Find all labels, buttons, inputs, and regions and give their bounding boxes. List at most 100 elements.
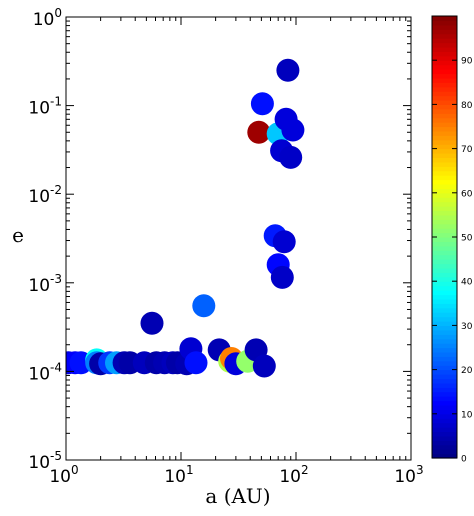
y-tick-label: 10-1 — [28, 95, 62, 119]
colorbar-segment — [432, 73, 457, 79]
colorbar-segment — [432, 334, 457, 340]
colorbar-segment — [432, 369, 457, 375]
colorbar-segment — [432, 409, 457, 415]
colorbar-segment — [432, 449, 457, 455]
colorbar-segment — [432, 210, 457, 216]
colorbar-segment — [432, 374, 457, 380]
colorbar-segment — [432, 113, 457, 119]
colorbar-segment — [432, 95, 457, 101]
colorbar-segment — [432, 267, 457, 273]
colorbar-segment — [432, 435, 457, 441]
colorbar-segment — [432, 197, 457, 203]
data-point — [252, 354, 276, 378]
colorbar-segment — [432, 20, 457, 26]
colorbar-segment — [432, 117, 457, 123]
colorbar-segment — [432, 290, 457, 296]
colorbar-segment — [432, 64, 457, 70]
colorbar-segment — [432, 42, 457, 48]
data-point — [270, 265, 294, 289]
colorbar-segment — [432, 356, 457, 362]
x-tick-label: 103 — [394, 463, 423, 487]
colorbar-segment — [432, 276, 457, 282]
colorbar-segment — [432, 183, 457, 189]
x-axis-ticks: 100 101 102 103 — [49, 17, 424, 487]
colorbar-segment — [432, 82, 457, 88]
y-tick-label: 100 — [33, 6, 62, 30]
colorbar-segment — [432, 303, 457, 309]
colorbar-segment — [432, 24, 457, 30]
colorbar-tick-label: 20 — [461, 366, 473, 376]
colorbar-segment — [432, 16, 457, 22]
colorbar-tick-label: 10 — [461, 410, 473, 420]
colorbar-segment — [432, 144, 457, 150]
colorbar-segment — [432, 382, 457, 388]
colorbar-segment — [432, 153, 457, 159]
colorbar-segment — [432, 241, 457, 247]
x-axis-title: a (AU) — [205, 484, 270, 508]
data-points — [66, 58, 305, 378]
colorbar-segment — [432, 139, 457, 145]
colorbar-segment — [432, 320, 457, 326]
colorbar-segment — [432, 245, 457, 251]
colorbar-segment — [432, 104, 457, 110]
data-point — [281, 118, 305, 142]
colorbar-segment — [432, 46, 457, 52]
colorbar-segment — [432, 108, 457, 114]
colorbar-segment — [432, 427, 457, 433]
colorbar-segment — [432, 413, 457, 419]
colorbar-segment — [432, 422, 457, 428]
colorbar-segment — [432, 281, 457, 287]
colorbar-segment — [432, 404, 457, 410]
colorbar-segment — [432, 201, 457, 207]
colorbar-segment — [432, 99, 457, 105]
colorbar-segment — [432, 444, 457, 450]
colorbar-segment — [432, 130, 457, 136]
colorbar-segment — [432, 135, 457, 141]
colorbar-segment — [432, 396, 457, 402]
y-axis-ticks: 10-5 10-4 10-3 10-2 10-1 100 — [28, 6, 411, 473]
data-point — [279, 145, 303, 169]
colorbar-segment — [432, 272, 457, 278]
colorbar-segment — [432, 170, 457, 176]
colorbar-segment — [432, 161, 457, 167]
colorbar-segment — [432, 122, 457, 128]
colorbar-segment — [432, 343, 457, 349]
colorbar-tick-label: 40 — [461, 278, 473, 288]
plot-frame — [65, 16, 412, 461]
colorbar-segment — [432, 179, 457, 185]
colorbar-segment — [432, 51, 457, 57]
colorbar-segment — [432, 33, 457, 39]
data-point — [184, 351, 208, 375]
colorbar-segment — [432, 175, 457, 181]
colorbar-segment — [432, 69, 457, 75]
colorbar-segment — [432, 378, 457, 384]
colorbar-tick-label: 30 — [461, 322, 473, 332]
colorbar-segment — [432, 55, 457, 61]
colorbar-segment — [432, 325, 457, 331]
colorbar-segment — [432, 347, 457, 353]
colorbar-segment — [432, 228, 457, 234]
data-point — [276, 58, 300, 82]
colorbar-segment — [432, 223, 457, 229]
colorbar-segment — [432, 232, 457, 238]
x-tick-label: 101 — [164, 463, 193, 487]
colorbar-segment — [432, 219, 457, 225]
colorbar-tick-label: 80 — [461, 101, 473, 111]
colorbar-segment — [432, 148, 457, 154]
colorbar-segment — [432, 214, 457, 220]
data-point — [272, 230, 296, 254]
y-tick-label: 10-4 — [28, 360, 62, 384]
y-tick-label: 10-2 — [28, 183, 62, 207]
y-tick-label: 10-3 — [28, 272, 62, 296]
colorbar-segment — [432, 418, 457, 424]
colorbar-segment — [432, 400, 457, 406]
colorbar-segment — [432, 60, 457, 66]
colorbar-segment — [432, 329, 457, 335]
colorbar-segment — [432, 294, 457, 300]
data-point — [140, 311, 164, 335]
colorbar-segment — [432, 206, 457, 212]
colorbar: 0 10 20 30 40 50 60 70 80 90 — [431, 15, 473, 465]
colorbar-segment — [432, 365, 457, 371]
colorbar-segment — [432, 440, 457, 446]
colorbar-segment — [432, 77, 457, 83]
